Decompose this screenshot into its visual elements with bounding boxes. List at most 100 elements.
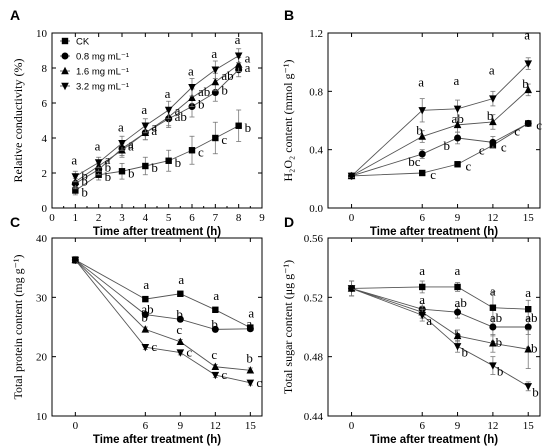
series-line	[75, 259, 251, 330]
data-point	[418, 107, 427, 115]
x-tick-label: 3	[119, 212, 125, 224]
data-point	[489, 304, 497, 311]
significance-label: c	[514, 123, 520, 138]
x-tick-label: 4	[143, 212, 149, 224]
data-point	[118, 140, 126, 148]
x-tick-label: 0	[349, 420, 355, 432]
data-point	[188, 147, 196, 154]
y-tick-label: 40	[36, 233, 48, 245]
x-tick-label: 12	[210, 420, 221, 432]
significance-label: a	[105, 152, 111, 167]
data-point	[71, 256, 80, 265]
significance-label: b	[462, 344, 469, 359]
y-tick-label: 0.52	[304, 292, 323, 304]
significance-label: c	[536, 117, 542, 132]
data-point	[188, 93, 196, 101]
significance-label: a	[128, 136, 134, 151]
significance-label: b	[487, 108, 494, 123]
x-axis-title: Time after treatment (h)	[370, 226, 498, 238]
significance-label: b	[81, 174, 88, 189]
data-point	[453, 105, 462, 114]
data-point	[176, 337, 185, 346]
y-tick-label: 4	[42, 133, 48, 145]
significance-label: b	[246, 350, 253, 365]
x-tick-label: 9	[455, 212, 461, 224]
legend: CK 0.8 mg mL⁻¹ 1.6 mg mL⁻¹ 3.2 mg mL⁻¹	[60, 37, 129, 93]
y-tick-label: 10	[36, 411, 48, 423]
x-tick-label: 6	[143, 420, 149, 432]
significance-label: a	[151, 119, 157, 134]
significance-label: a	[165, 86, 171, 101]
significance-label: b	[444, 138, 451, 153]
panel-letter: C	[10, 214, 20, 230]
significance-label: ab	[198, 84, 210, 99]
significance-label: c	[186, 345, 192, 360]
data-point	[524, 60, 533, 68]
series-line	[75, 64, 239, 183]
significance-label: bc	[408, 154, 421, 169]
y-tick-label: 0.0	[309, 203, 323, 215]
legend-label: 1.6 mg mL⁻¹	[76, 67, 129, 78]
series-line	[351, 63, 529, 177]
significance-label: a	[143, 277, 149, 292]
y-axis-title: H₂O₂ content (mmol g⁻¹)	[281, 60, 295, 182]
data-point	[71, 173, 80, 181]
data-point	[141, 311, 149, 319]
x-tick-label: 9	[455, 420, 461, 432]
data-point	[142, 162, 149, 170]
significance-label: c	[176, 322, 182, 337]
significance-label: ab	[525, 340, 537, 355]
y-tick-label: 0.56	[304, 233, 324, 245]
data-point	[72, 187, 79, 194]
significance-label: ab	[452, 111, 464, 126]
x-tick-label: 12	[487, 212, 498, 224]
significance-label: a	[151, 123, 157, 138]
y-axis-title: Total sugar content (μg g⁻¹)	[281, 260, 295, 394]
significance-label: a	[525, 285, 531, 300]
data-point	[489, 362, 497, 370]
significance-label: c	[466, 158, 472, 173]
significance-label: b	[141, 309, 148, 324]
significance-label: a	[211, 46, 217, 61]
data-point	[454, 308, 462, 316]
data-point	[94, 159, 103, 167]
data-point	[211, 77, 220, 86]
legend-marker	[61, 52, 69, 60]
y-tick-label: 0.4	[309, 145, 323, 157]
x-tick-label: 15	[523, 420, 535, 432]
x-tick-label: 9	[259, 212, 265, 224]
significance-label: ab	[141, 302, 153, 317]
data-point	[118, 168, 126, 175]
y-tick-label: 0.8	[309, 86, 323, 98]
significance-label: a	[419, 263, 425, 278]
data-point	[165, 157, 172, 164]
data-point	[489, 95, 497, 103]
significance-label: a	[524, 28, 530, 43]
panel-letter: B	[284, 7, 294, 23]
series-3: c ccc	[71, 255, 262, 390]
data-point	[418, 150, 426, 158]
significance-label: a	[454, 73, 460, 88]
y-tick-label: 0.48	[304, 352, 324, 364]
significance-label: a	[213, 288, 219, 303]
significance-label: b	[128, 165, 135, 180]
data-point	[454, 161, 461, 168]
legend-label: CK	[76, 37, 90, 48]
data-point	[525, 306, 532, 313]
x-tick-label: 6	[419, 420, 425, 432]
significance-label: b	[81, 185, 88, 200]
data-point	[211, 371, 220, 380]
significance-label: b	[105, 160, 112, 175]
significance-label: a	[245, 60, 251, 75]
data-point	[141, 122, 150, 130]
x-tick-label: 9	[178, 420, 184, 432]
significance-label: ab	[490, 334, 502, 349]
x-tick-label: 15	[245, 420, 257, 432]
significance-label: b	[105, 169, 112, 184]
significance-label: a	[246, 316, 252, 331]
